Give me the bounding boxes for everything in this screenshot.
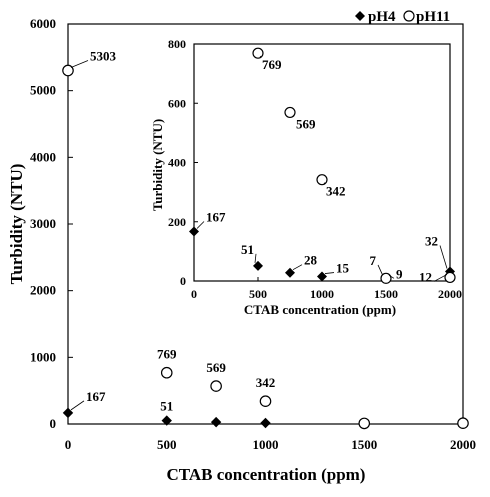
main-y-tick-label: 3000 — [30, 216, 56, 231]
inset-ph11-point — [316, 174, 328, 186]
inset-axis-ticks: 0 500 1000 1500 2000 0 200 400 600 800 — [168, 37, 462, 301]
inset-data-label: 28 — [304, 253, 318, 268]
main-axis-ticks: 0 500 1000 1500 2000010002000300040005000600… — [30, 16, 476, 452]
inset-data-label: 167 — [206, 210, 226, 225]
main-ph4-point — [161, 415, 172, 426]
inset-y-axis-title: Turbidity (NTU) — [150, 119, 165, 211]
main-data-label: 342 — [256, 375, 276, 390]
main-x-tick-label: 2000 — [450, 437, 476, 452]
main-ph11-point — [62, 64, 74, 77]
main-ph11-point — [259, 395, 272, 407]
main-x-tick-label: 500 — [157, 437, 177, 452]
inset-data-label: 15 — [336, 261, 350, 276]
legend-ph11-label: pH11 — [416, 9, 450, 25]
main-data-label: 569 — [206, 360, 226, 375]
inset-data-label: 769 — [262, 57, 282, 72]
inset-label-leader — [388, 274, 395, 279]
inset-label-leader — [324, 272, 335, 274]
main-y-tick-label: 5000 — [30, 83, 56, 98]
inset-label-leader — [433, 274, 448, 282]
inset-y-tick-label: 800 — [168, 37, 186, 51]
inset-y-tick-label: 200 — [168, 215, 186, 229]
inset-ph11-point — [252, 47, 264, 59]
main-y-axis-title: Turbidity (NTU) — [7, 164, 26, 285]
inset-data-label: 32 — [425, 234, 438, 249]
inset-data-label: 12 — [419, 269, 432, 284]
main-label-leader — [70, 60, 89, 68]
inset-x-tick-label: 500 — [249, 287, 267, 301]
main-x-axis-title: CTAB concentration (ppm) — [167, 465, 366, 484]
inset-data-label: 569 — [296, 116, 316, 131]
inset-label-leader — [259, 55, 262, 58]
main-ph4-point — [260, 417, 271, 429]
inset-ph4-point — [253, 260, 263, 271]
inset-data-label: 342 — [326, 184, 346, 199]
inset-label-leader — [254, 253, 257, 263]
inset-label-leader — [323, 182, 326, 184]
legend-ph4-marker — [355, 11, 365, 21]
inset-x-tick-label: 0 — [191, 287, 197, 301]
main-data-label: 167 — [86, 389, 106, 404]
inset-ph11-point — [284, 106, 296, 119]
inset-label-leader — [292, 264, 303, 271]
main-ph11-point — [210, 380, 222, 392]
legend: pH4 pH11 — [355, 9, 450, 25]
inset-y-tick-label: 600 — [168, 96, 186, 110]
legend-ph4-label: pH4 — [368, 9, 396, 25]
inset-x-tick-label: 1000 — [310, 287, 334, 301]
main-y-tick-label: 4000 — [30, 149, 56, 164]
main-x-tick-label: 1500 — [351, 437, 377, 452]
inset-label-leader — [377, 264, 384, 277]
legend-ph11-marker — [403, 10, 415, 22]
inset-label-leader — [439, 245, 448, 269]
main-data-label: 769 — [157, 347, 177, 362]
inset-data-label: 9 — [396, 266, 403, 281]
main-ph4-point — [210, 416, 222, 428]
main-data-label: 51 — [160, 399, 173, 414]
inset-y-tick-label: 400 — [168, 156, 186, 170]
main-ph4-point — [62, 407, 74, 419]
main-y-tick-label: 6000 — [30, 16, 56, 31]
inset-ph4-point — [285, 267, 295, 278]
inset-ph4-point — [317, 271, 327, 282]
main-y-tick-label: 1000 — [30, 349, 56, 364]
inset-data-label: 7 — [370, 253, 377, 268]
inset-x-tick-label: 2000 — [438, 287, 462, 301]
main-ph11-point — [457, 417, 469, 429]
inset-y-tick-label: 0 — [180, 274, 186, 288]
inset-plot-frame — [193, 43, 451, 282]
main-x-tick-label: 1000 — [253, 437, 279, 452]
main-label-leader — [70, 400, 85, 411]
inset-label-leader — [196, 221, 205, 229]
inset-ph11-point — [444, 271, 456, 284]
inset-ph4-point — [189, 226, 199, 237]
inset-data-label: 51 — [241, 242, 254, 257]
main-data-label: 5303 — [90, 48, 117, 63]
main-ph11-point — [160, 366, 173, 379]
main-y-tick-label: 0 — [50, 416, 57, 431]
inset-ph11-point — [380, 272, 392, 284]
main-ph11-point — [358, 417, 371, 430]
inset-label-leader — [292, 115, 295, 117]
inset-x-tick-label: 1500 — [374, 287, 398, 301]
main-x-tick-label: 0 — [65, 437, 72, 452]
main-y-tick-label: 2000 — [30, 283, 56, 298]
inset-x-axis-title: CTAB concentration (ppm) — [244, 302, 396, 317]
inset-plot-area: 167 51 28 15 7 32 769 569 342 9 12 — [189, 47, 456, 284]
main-plot-area: 167 51 5303 769 569 342 — [62, 48, 469, 430]
